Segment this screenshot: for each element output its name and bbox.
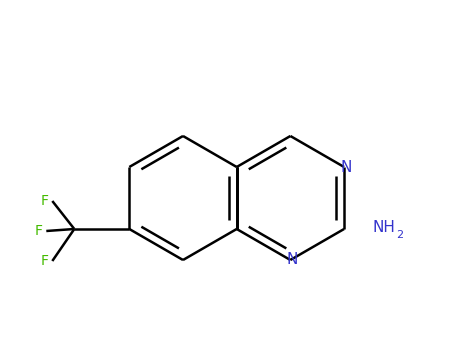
Text: NH: NH <box>372 220 395 235</box>
Text: N: N <box>341 159 352 174</box>
Text: F: F <box>34 224 42 238</box>
Text: F: F <box>41 194 49 208</box>
Text: N: N <box>287 253 298 268</box>
Text: F: F <box>41 254 49 268</box>
Text: 2: 2 <box>396 230 403 240</box>
